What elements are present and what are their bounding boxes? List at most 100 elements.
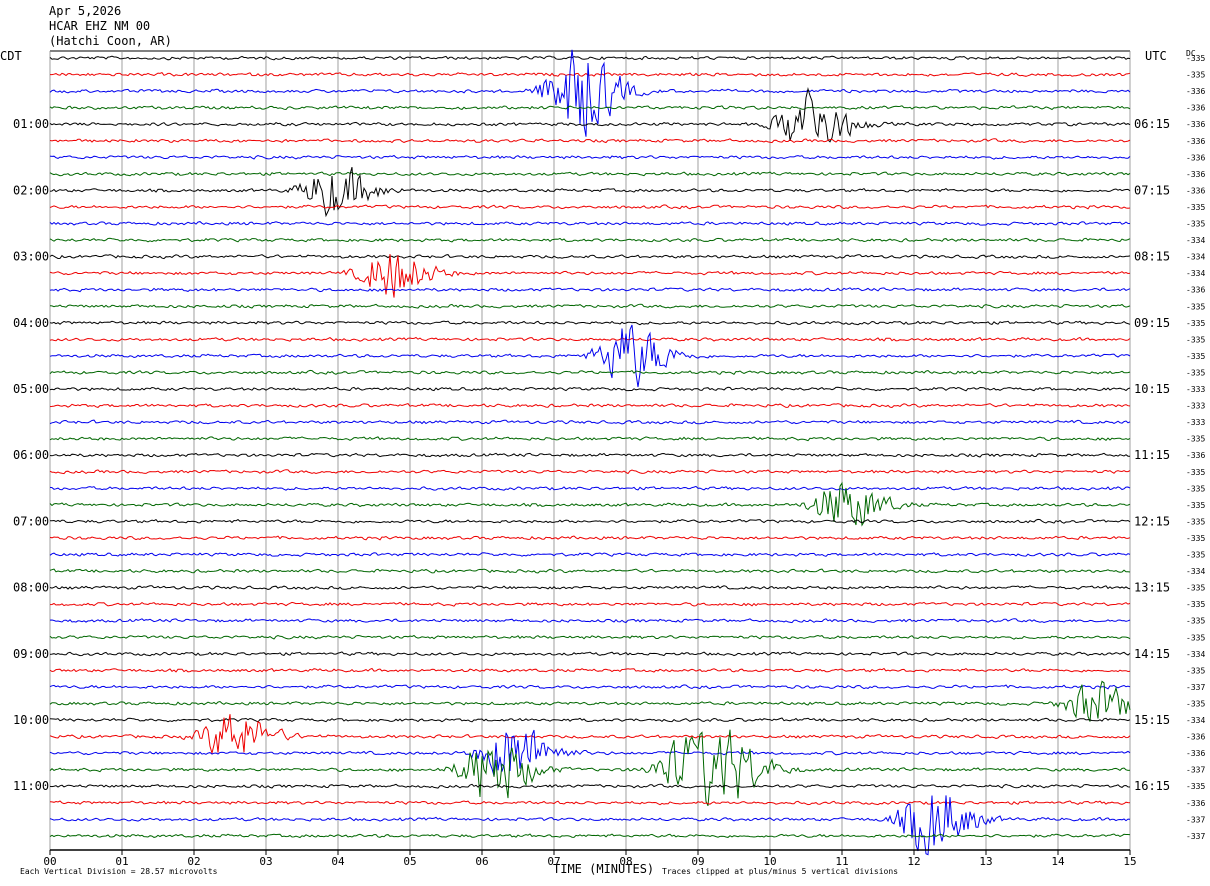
clip-note: Traces clipped at plus/minus 5 vertical …	[662, 867, 899, 876]
trace-line	[50, 71, 1131, 77]
dc-offset-label: -335	[1186, 517, 1205, 526]
left-hour-label: 09:00	[13, 647, 49, 661]
location-label: (Hatchi Coon, AR)	[49, 34, 172, 48]
left-hour-label: 05:00	[13, 382, 49, 396]
dc-offset-label: -335	[1186, 584, 1205, 593]
dc-offset-label: -335	[1186, 484, 1205, 493]
trace-line	[49, 485, 1131, 491]
x-tick-label: 04	[331, 855, 345, 868]
dc-offset-label: -334	[1186, 236, 1205, 245]
dc-offset-label: -334	[1186, 650, 1205, 659]
x-tick-label: 09	[691, 855, 704, 868]
x-tick-label: 15	[1123, 855, 1136, 868]
trace-line	[49, 618, 1131, 624]
left-hour-label: 11:00	[13, 779, 49, 793]
dc-offset-label: -336	[1186, 749, 1205, 758]
trace-line	[49, 87, 1131, 143]
dc-offset-label: -335	[1186, 782, 1205, 791]
trace-line	[49, 320, 1131, 326]
right-hour-label: 12:15	[1134, 514, 1170, 528]
trace-line	[49, 105, 1131, 111]
right-hour-label: 11:15	[1134, 448, 1170, 462]
trace-line	[49, 303, 1131, 309]
dc-offset-label: -336	[1186, 186, 1205, 195]
dc-offset-label: -335	[1186, 302, 1205, 311]
trace-line	[49, 535, 1131, 541]
trace-line	[49, 386, 1131, 392]
left-hour-label: 07:00	[13, 514, 49, 528]
dc-offset-label: -336	[1186, 170, 1205, 179]
right-hour-label: 10:15	[1134, 382, 1170, 396]
left-timezone-label: CDT	[0, 49, 22, 63]
dc-header-label: DC	[1186, 49, 1196, 58]
scale-note: Each Vertical Division = 28.57 microvolt…	[20, 867, 218, 876]
dc-offset-label: -335	[1186, 368, 1205, 377]
dc-offset-label: -335	[1186, 617, 1205, 626]
dc-offset-label: -337	[1186, 832, 1205, 841]
trace-line	[49, 287, 1131, 293]
left-hour-label: 02:00	[13, 183, 49, 197]
trace-line	[49, 714, 1131, 756]
trace-line	[49, 419, 1131, 425]
right-hour-label: 07:15	[1134, 183, 1170, 197]
x-tick-label: 01	[115, 855, 128, 868]
x-tick-label: 10	[763, 855, 776, 868]
dc-offset-label: -336	[1186, 104, 1205, 113]
dc-offset-label: -337	[1186, 683, 1205, 692]
dc-offset-label: -335	[1186, 699, 1205, 708]
trace-line	[49, 552, 1131, 557]
dc-offset-label: -335	[1186, 203, 1205, 212]
right-hour-label: 09:15	[1134, 316, 1170, 330]
right-timezone-label: UTC	[1145, 49, 1167, 63]
dc-offset-label: -334	[1186, 253, 1205, 262]
dc-offset-label: -336	[1186, 153, 1205, 162]
trace-line	[49, 336, 1131, 342]
dc-offset-label: -334	[1186, 716, 1205, 725]
dc-offset-label: -336	[1186, 799, 1205, 808]
right-hour-label: 08:15	[1134, 250, 1170, 264]
trace-line	[49, 833, 1131, 839]
left-hour-label: 01:00	[13, 117, 49, 131]
trace-line	[49, 403, 1131, 409]
dc-offset-label: -335	[1186, 501, 1205, 510]
trace-line	[49, 717, 1131, 723]
trace-line	[49, 254, 1131, 260]
trace-line	[49, 481, 1131, 527]
trace-line	[49, 667, 1131, 673]
dc-offset-label: -335	[1186, 319, 1205, 328]
trace-line	[49, 254, 1131, 298]
x-tick-label: 07	[547, 855, 560, 868]
x-tick-label: 14	[1051, 855, 1065, 868]
dc-offset-label: -335	[1186, 71, 1205, 80]
x-tick-label: 00	[43, 855, 56, 868]
dc-offset-label: -335	[1186, 534, 1205, 543]
dc-offset-label: -336	[1186, 451, 1205, 460]
trace-line	[49, 601, 1131, 607]
dc-offset-label: -337	[1186, 815, 1205, 824]
trace-line	[49, 469, 1131, 475]
trace-line	[49, 585, 1131, 591]
dc-offset-label: -336	[1186, 733, 1205, 742]
trace-line	[49, 204, 1131, 210]
station-label: HCAR EHZ NM 00	[49, 19, 151, 33]
right-hour-label: 14:15	[1134, 647, 1170, 661]
left-hour-label: 10:00	[13, 713, 49, 727]
trace-line	[49, 49, 1131, 137]
dc-offset-label: -333	[1186, 402, 1205, 411]
x-tick-label: 08	[619, 855, 632, 868]
trace-line	[49, 634, 1131, 640]
dc-offset-label: -335	[1186, 220, 1205, 229]
dc-offset-label: -335	[1186, 352, 1205, 361]
left-hour-label: 03:00	[13, 250, 49, 264]
vertical-grid-lines	[49, 50, 1131, 850]
trace-line	[49, 369, 1131, 375]
right-hour-label: 06:15	[1134, 117, 1170, 131]
dc-offset-label: -335	[1186, 468, 1205, 477]
dc-offset-label: -333	[1186, 385, 1205, 394]
dc-offset-label: -334	[1186, 269, 1205, 278]
trace-line	[50, 518, 1131, 524]
dc-offset-label: -335	[1186, 435, 1205, 444]
dc-offset-label: -336	[1186, 87, 1205, 96]
trace-line	[49, 55, 1131, 61]
